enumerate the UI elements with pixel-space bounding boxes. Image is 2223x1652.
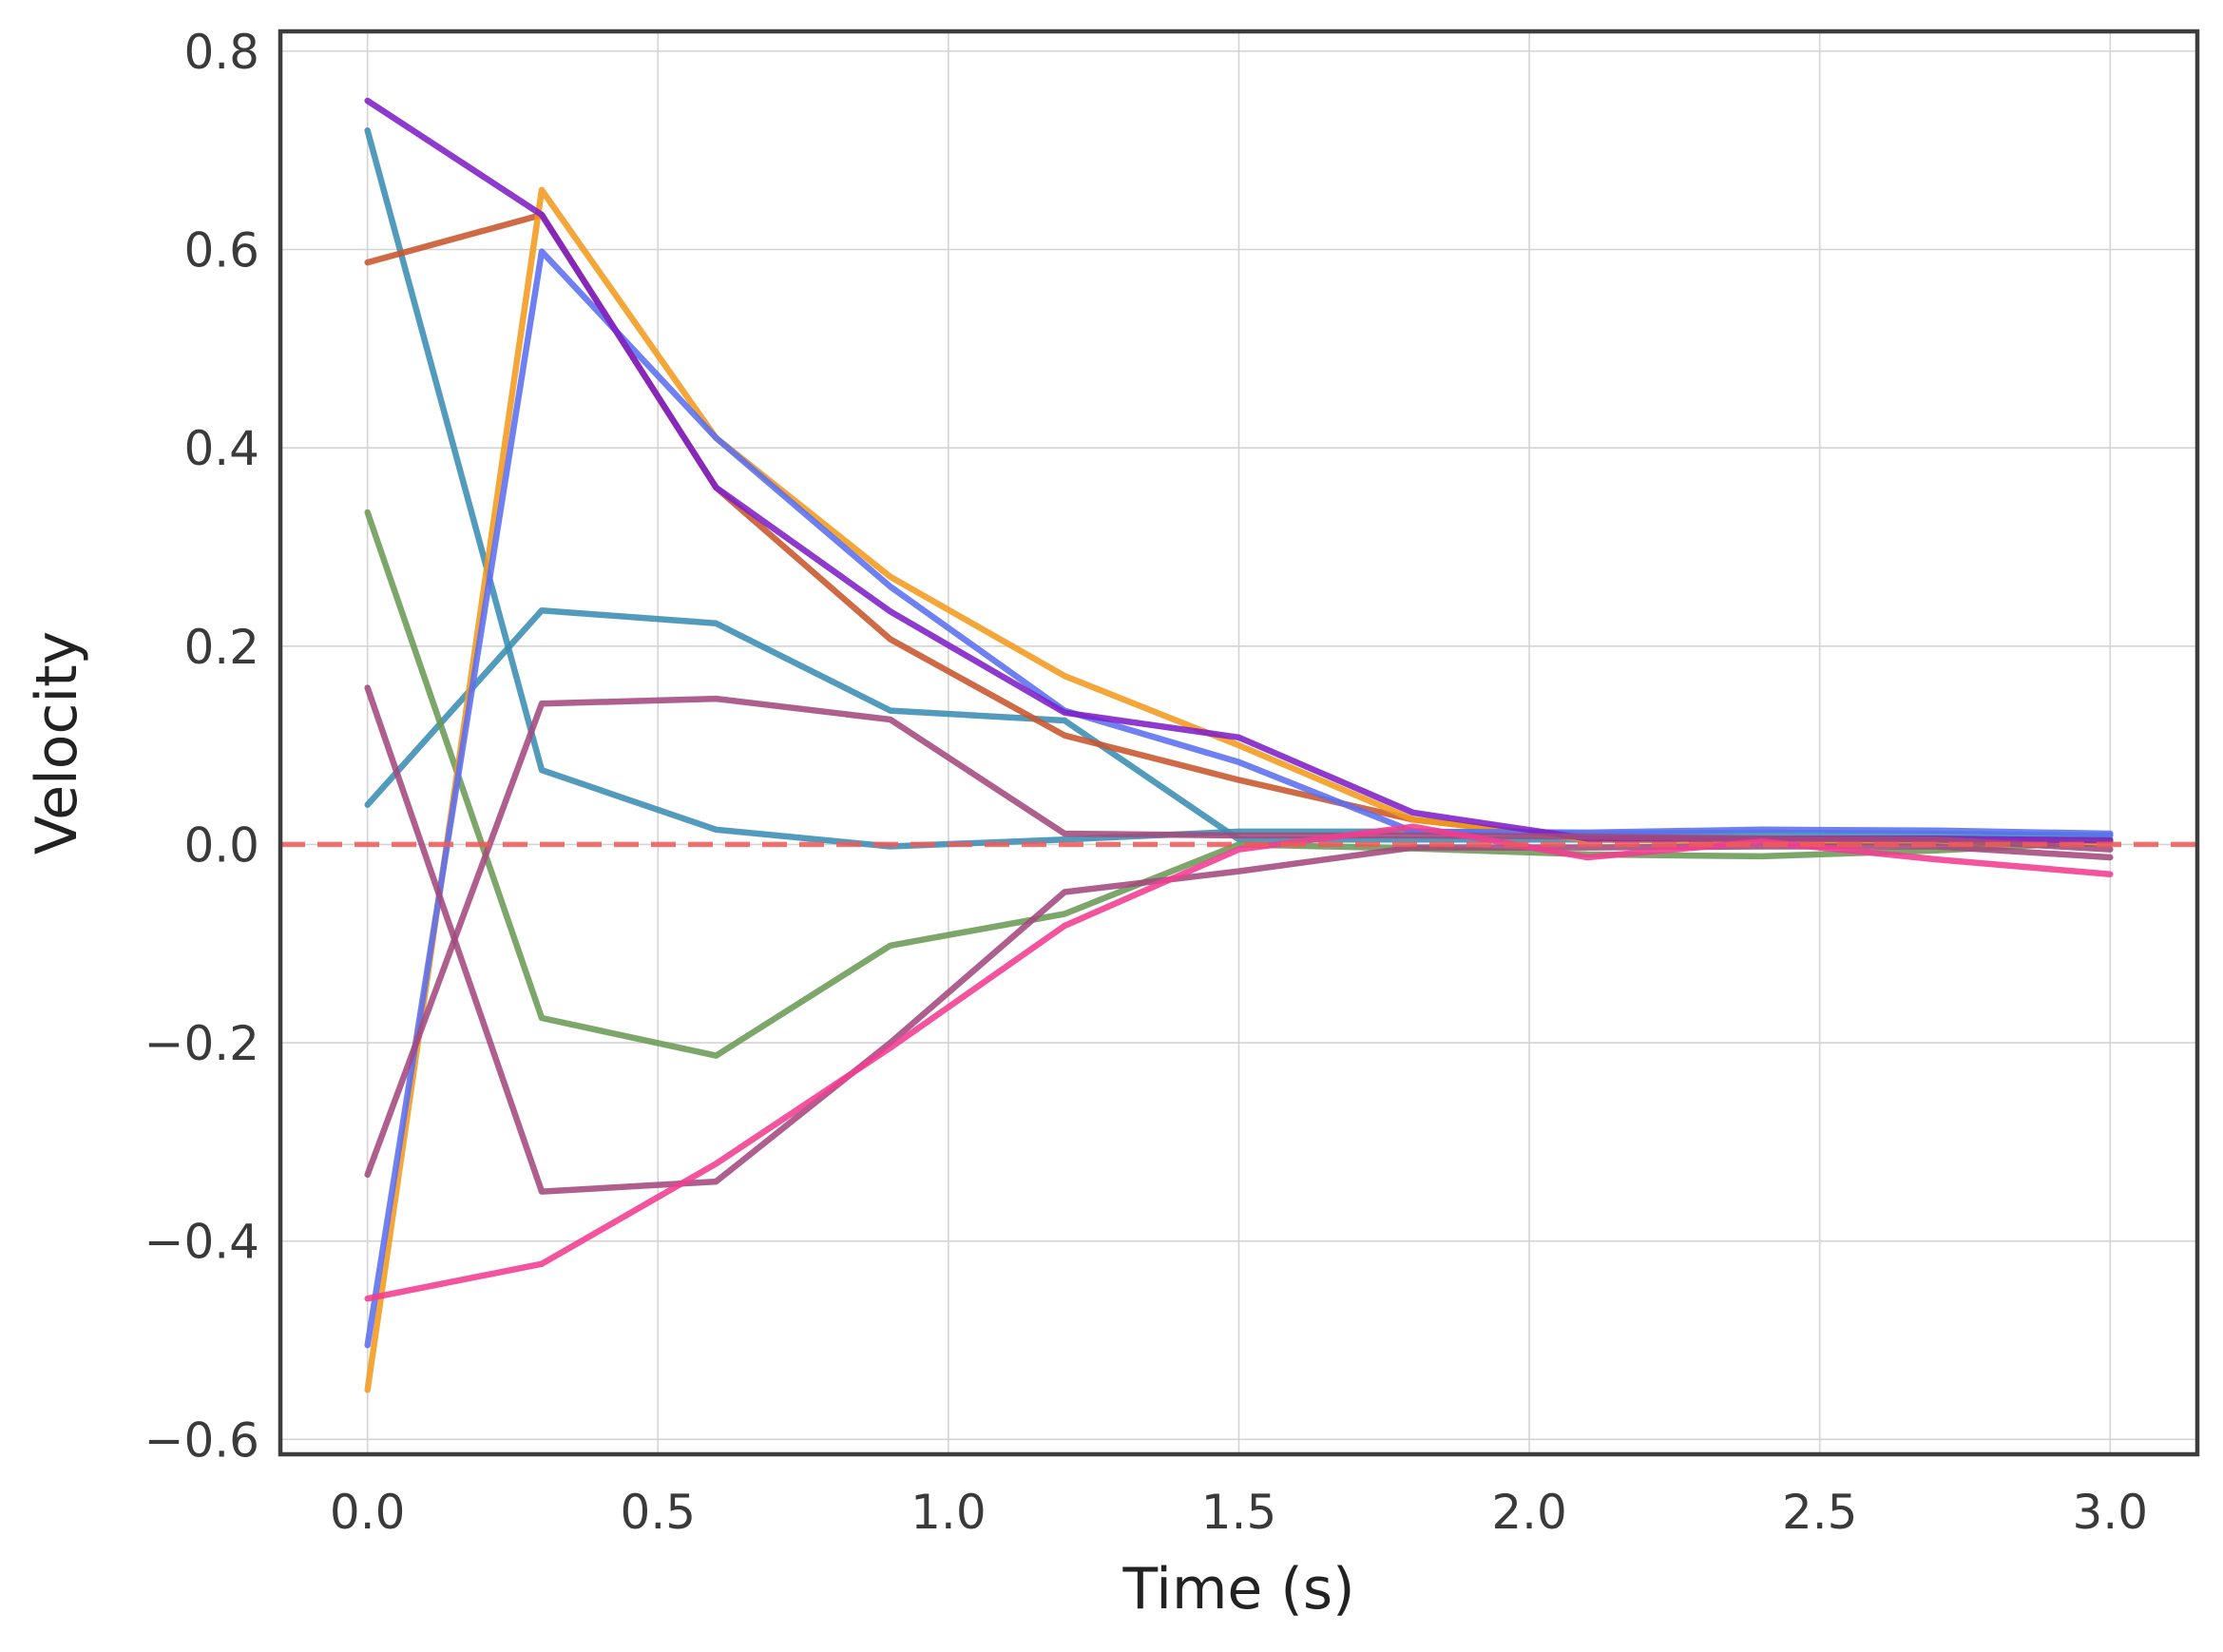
series-line-green [364, 509, 2114, 1059]
series-line-mauve-b [364, 695, 2114, 1179]
x-tick-label: 0.5 [621, 1485, 697, 1540]
x-tick-label: 0.0 [330, 1485, 406, 1540]
y-axis-ticks: −0.6 −0.4 −0.2 0.0 0.2 0.4 0.6 0.8 [144, 25, 259, 1468]
x-tick-label: 2.5 [1782, 1485, 1858, 1540]
y-tick-label: 0.8 [183, 25, 259, 80]
x-tick-label: 1.0 [910, 1485, 987, 1540]
x-tick-label: 1.5 [1201, 1485, 1277, 1540]
x-tick-label: 3.0 [2073, 1485, 2149, 1540]
y-tick-label: −0.4 [144, 1215, 259, 1270]
y-tick-label: −0.6 [144, 1412, 259, 1468]
x-axis-label: Time (s) [1122, 1556, 1355, 1623]
series-line-pink [364, 823, 2114, 1302]
plot-frame [278, 29, 2200, 1457]
series-line-blue [364, 248, 2114, 1349]
y-tick-label: −0.2 [144, 1016, 259, 1071]
y-axis-label: Velocity [24, 631, 90, 855]
y-tick-label: 0.4 [183, 421, 259, 476]
y-tick-label: 0.0 [183, 817, 259, 873]
x-axis-ticks: 0.0 0.5 1.0 1.5 2.0 2.5 3.0 [330, 1485, 2148, 1540]
y-tick-label: 0.6 [183, 223, 259, 279]
y-tick-label: 0.2 [183, 620, 259, 675]
x-tick-label: 2.0 [1491, 1485, 1567, 1540]
